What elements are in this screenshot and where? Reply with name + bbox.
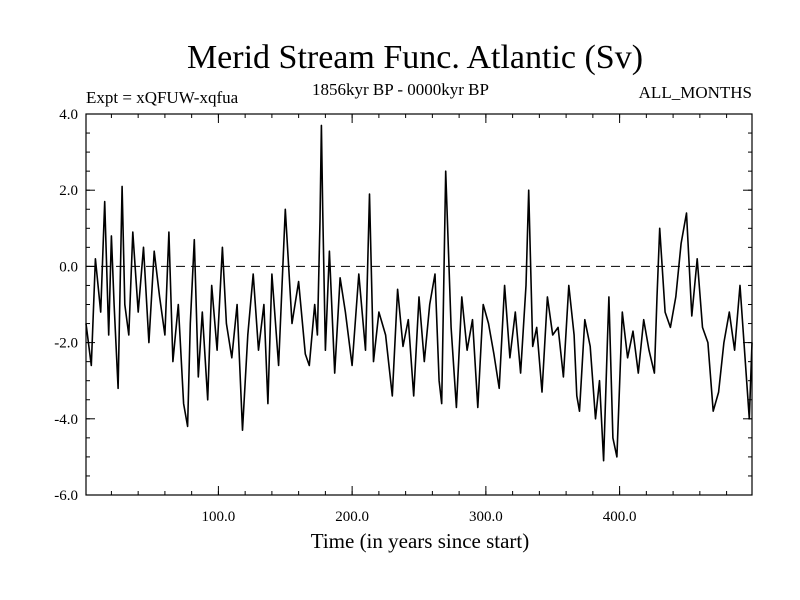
- y-tick-label: -6.0: [54, 488, 78, 504]
- x-tick-label: 400.0: [603, 509, 637, 525]
- y-tick-label: -2.0: [54, 336, 78, 352]
- x-tick-label: 200.0: [335, 509, 369, 525]
- y-tick-label: 2.0: [59, 183, 78, 199]
- y-tick-label: -4.0: [54, 412, 78, 428]
- x-tick-label: 100.0: [202, 509, 236, 525]
- x-tick-label: 300.0: [469, 509, 503, 525]
- y-tick-label: 4.0: [59, 107, 78, 123]
- x-axis-label: Time (in years since start): [310, 529, 530, 553]
- period-label: 1856kyr BP - 0000kyr BP: [312, 80, 489, 99]
- y-tick-label: 0.0: [59, 259, 78, 275]
- series-line-0: [85, 124, 753, 462]
- chart-title: Merid Stream Func. Atlantic (Sv): [186, 39, 644, 76]
- season-label: ALL_MONTHS: [638, 83, 752, 102]
- experiment-label: Expt = xQFUW-xqfua: [86, 88, 239, 107]
